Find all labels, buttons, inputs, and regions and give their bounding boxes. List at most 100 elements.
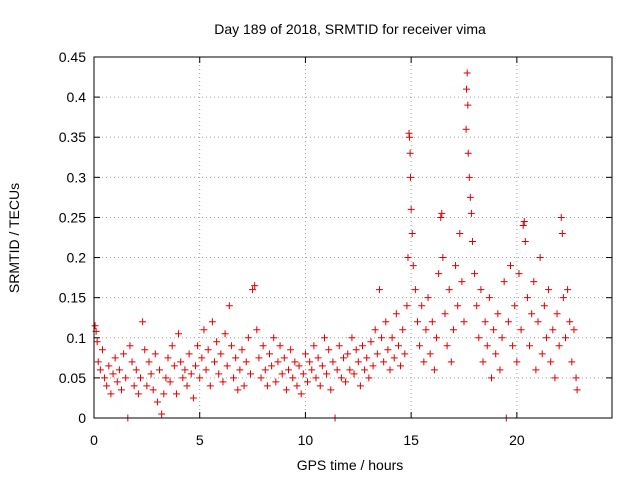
data-point <box>507 262 515 270</box>
data-point <box>320 334 328 342</box>
data-point <box>388 334 396 342</box>
data-point <box>234 386 242 394</box>
data-point <box>492 350 500 358</box>
data-point <box>517 326 525 334</box>
data-point <box>147 370 155 378</box>
data-point <box>342 378 350 386</box>
data-point <box>558 229 566 237</box>
data-point <box>141 346 149 354</box>
data-point <box>485 294 493 302</box>
data-point <box>162 374 170 382</box>
data-point <box>468 238 476 246</box>
data-point <box>318 362 326 370</box>
data-point <box>137 374 145 382</box>
y-tick-label: 0.1 <box>67 330 87 346</box>
y-tick-label: 0.25 <box>59 209 86 225</box>
data-point <box>515 270 523 278</box>
data-point <box>310 342 318 350</box>
data-point <box>534 318 542 326</box>
data-point <box>520 217 528 225</box>
data-point <box>285 366 293 374</box>
data-point <box>490 326 498 334</box>
data-point <box>557 213 565 221</box>
data-point <box>221 330 229 338</box>
data-point <box>196 374 204 382</box>
data-point <box>570 326 578 334</box>
data-point <box>452 262 460 270</box>
data-point <box>339 354 347 362</box>
data-point <box>471 270 479 278</box>
data-point <box>466 193 474 201</box>
data-point <box>236 366 244 374</box>
y-tick-label: 0 <box>78 410 86 426</box>
data-point <box>359 342 367 350</box>
data-point <box>367 338 375 346</box>
data-point <box>333 366 341 374</box>
data-point <box>240 382 248 390</box>
data-point <box>194 342 202 350</box>
data-point <box>519 221 527 229</box>
data-point <box>509 342 517 350</box>
data-point <box>246 370 254 378</box>
data-point <box>350 370 358 378</box>
data-point <box>301 350 309 358</box>
data-point <box>559 294 567 302</box>
data-point <box>344 350 352 358</box>
data-point <box>238 346 246 354</box>
data-point <box>413 318 421 326</box>
data-point <box>314 354 322 362</box>
data-point <box>441 310 449 318</box>
data-point <box>168 342 176 350</box>
data-point <box>261 366 269 374</box>
data-point <box>463 85 471 93</box>
data-point <box>251 282 259 290</box>
data-point <box>323 370 331 378</box>
data-point <box>536 254 544 262</box>
data-point <box>354 358 362 366</box>
data-point <box>181 366 189 374</box>
data-point <box>551 374 559 382</box>
data-point <box>553 310 561 318</box>
data-point <box>428 318 436 326</box>
data-point <box>424 294 432 302</box>
data-point <box>325 346 333 354</box>
y-tick-label: 0.15 <box>59 290 86 306</box>
data-point <box>445 286 453 294</box>
data-point <box>500 278 508 286</box>
data-point <box>513 358 521 366</box>
data-point <box>149 386 157 394</box>
x-tick-layer: 0 5 10 15 20 <box>90 57 525 448</box>
data-point <box>463 69 471 77</box>
data-point <box>217 350 225 358</box>
data-point <box>438 209 446 217</box>
data-point <box>200 326 208 334</box>
data-point <box>289 374 297 382</box>
data-point <box>198 354 206 362</box>
data-point <box>406 149 414 157</box>
data-point <box>94 358 102 366</box>
data-point <box>404 254 412 262</box>
data-point <box>291 358 299 366</box>
data-point <box>460 318 468 326</box>
data-point <box>439 254 447 262</box>
data-point <box>115 366 123 374</box>
data-point <box>263 382 271 390</box>
data-point <box>93 338 101 346</box>
data-point <box>101 374 109 382</box>
data-point <box>435 270 443 278</box>
data-point <box>270 334 278 342</box>
data-point <box>487 374 495 382</box>
data-point <box>369 362 377 370</box>
data-point <box>109 370 117 378</box>
data-point <box>103 382 111 390</box>
data-point <box>401 350 409 358</box>
data-point <box>156 366 164 374</box>
data-point <box>213 338 221 346</box>
data-point <box>361 366 369 374</box>
x-tick-label: 20 <box>509 432 525 448</box>
data-point <box>166 378 174 386</box>
data-point <box>274 358 282 366</box>
data-point <box>177 358 185 366</box>
data-point <box>170 362 178 370</box>
data-point <box>371 326 379 334</box>
